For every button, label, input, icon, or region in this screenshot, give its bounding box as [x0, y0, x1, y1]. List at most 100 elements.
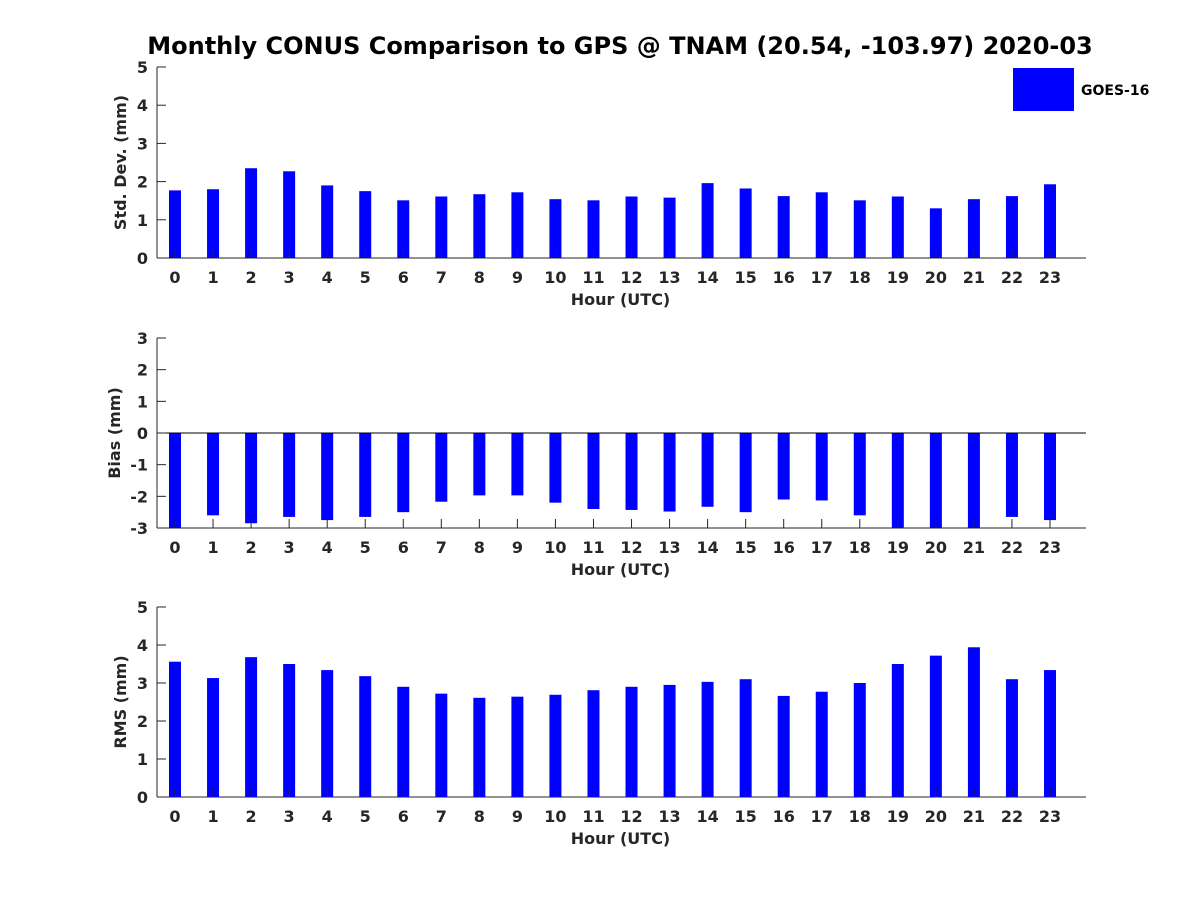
x-tick-label: 2 [246, 807, 257, 826]
bar-hour-8 [473, 697, 486, 797]
bar-hour-0 [169, 433, 181, 528]
x-tick-label: 16 [773, 807, 795, 826]
x-tick-label: 19 [887, 268, 909, 287]
bar-hour-11 [587, 690, 600, 797]
x-tick-label: 23 [1039, 807, 1061, 826]
bar-hour-3 [283, 171, 296, 258]
x-tick-label: 21 [963, 807, 985, 826]
x-tick-label: 17 [811, 807, 833, 826]
bar-hour-23 [1044, 184, 1056, 258]
x-tick-label: 18 [849, 807, 871, 826]
bar-hour-10 [549, 433, 562, 503]
bar-hour-16 [777, 695, 790, 797]
bar-hour-14 [701, 183, 714, 258]
x-tick-label: 7 [436, 538, 447, 557]
x-tick-label: 22 [1001, 268, 1023, 287]
x-tick-label: 5 [360, 807, 371, 826]
y-tick-label: 1 [137, 750, 148, 769]
bar-hour-20 [929, 655, 942, 797]
std-dev-panel: 0 1 2 3 4 5 6 7 8 9 10 11 12 13 14 15 16 17 18 19 20 21 22 2301… [111, 58, 1086, 309]
x-tick-label: 20 [925, 268, 947, 287]
rms-panel: 0 1 2 3 4 5 6 7 8 9 10 11 12 13 14 15 16 17 18 19 20 21 22 2301… [111, 598, 1086, 848]
x-tick-label: 0 [169, 807, 180, 826]
x-tick-label: 17 [811, 268, 833, 287]
x-tick-label: 12 [620, 807, 642, 826]
bar-hour-12 [625, 196, 638, 258]
y-tick-label: 5 [137, 598, 148, 617]
bar-hour-7 [435, 693, 448, 797]
bar-hour-17 [815, 192, 828, 258]
x-tick-label: 14 [696, 807, 718, 826]
bar-hour-11 [587, 200, 600, 258]
bar-hour-1 [207, 433, 220, 516]
y-tick-label: -3 [130, 519, 148, 538]
x-axis-label: Hour (UTC) [571, 290, 671, 309]
bar-hour-17 [815, 691, 828, 797]
x-axis-label: Hour (UTC) [571, 829, 671, 848]
x-tick-label: 1 [207, 807, 218, 826]
bar-hour-4 [321, 670, 334, 797]
y-axis-label: Std. Dev. (mm) [111, 95, 130, 230]
y-axis-label: RMS (mm) [111, 655, 130, 748]
bar-hour-12 [625, 686, 638, 797]
x-tick-label: 20 [925, 538, 947, 557]
x-tick-label: 10 [544, 538, 566, 557]
y-axis-label: Bias (mm) [105, 387, 124, 479]
figure-title: Monthly CONUS Comparison to GPS @ TNAM (… [147, 32, 1093, 60]
x-tick-label: 21 [963, 268, 985, 287]
bar-hour-3 [283, 664, 296, 797]
bar-hour-16 [777, 196, 790, 258]
x-tick-label: 5 [360, 268, 371, 287]
bar-hour-21 [967, 647, 980, 797]
y-tick-label: 1 [137, 211, 148, 230]
y-tick-label: 4 [137, 96, 148, 115]
bar-hour-18 [853, 683, 866, 797]
y-tick-label: 0 [137, 249, 148, 268]
x-axis-label: Hour (UTC) [571, 560, 671, 579]
x-tick-label: 10 [544, 807, 566, 826]
x-tick-label: 18 [849, 538, 871, 557]
x-tick-label: 9 [512, 807, 523, 826]
y-tick-label: 5 [137, 58, 148, 77]
x-tick-label: 19 [887, 807, 909, 826]
bar-hour-18 [853, 200, 866, 258]
y-tick-label: 2 [137, 712, 148, 731]
x-tick-label: 8 [474, 268, 485, 287]
legend: GOES-16 [1013, 68, 1149, 111]
bar-hour-11 [587, 433, 600, 509]
x-tick-label: 7 [436, 268, 447, 287]
bar-hour-13 [663, 197, 676, 258]
bar-hour-8 [473, 433, 486, 496]
bar-hour-22 [1005, 196, 1018, 258]
bar-hour-4 [321, 185, 334, 258]
x-tick-label: 3 [284, 268, 295, 287]
bar-hour-6 [397, 200, 410, 258]
bar-hour-5 [359, 433, 372, 517]
bar-hour-2 [245, 433, 258, 524]
x-tick-label: 14 [696, 538, 718, 557]
bar-hour-1 [207, 189, 220, 258]
y-tick-label: 0 [137, 424, 148, 443]
y-tick-label: 2 [137, 173, 148, 192]
x-tick-label: 9 [512, 268, 523, 287]
x-tick-label: 13 [658, 538, 680, 557]
x-tick-label: 11 [582, 807, 604, 826]
x-tick-label: 13 [658, 807, 680, 826]
bar-hour-19 [891, 664, 904, 797]
bar-hour-9 [511, 192, 524, 258]
bar-hour-0 [169, 661, 181, 797]
bar-hour-23 [1044, 433, 1056, 521]
x-tick-label: 15 [735, 807, 757, 826]
bar-hour-14 [701, 681, 714, 797]
x-tick-label: 22 [1001, 807, 1023, 826]
x-tick-label: 4 [322, 807, 333, 826]
bar-hour-19 [891, 196, 904, 258]
x-tick-label: 6 [398, 807, 409, 826]
x-tick-label: 16 [773, 268, 795, 287]
x-tick-label: 8 [474, 538, 485, 557]
x-tick-label: 22 [1001, 538, 1023, 557]
bar-hour-22 [1005, 679, 1018, 797]
x-tick-label: 20 [925, 807, 947, 826]
bar-hour-6 [397, 433, 410, 513]
